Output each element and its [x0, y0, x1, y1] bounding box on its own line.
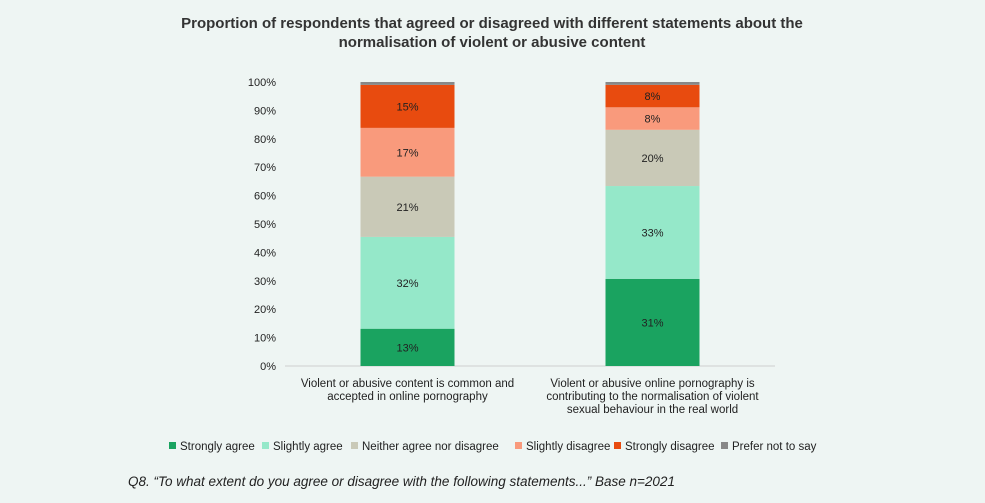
x-axis-categories: Violent or abusive content is common and…: [301, 378, 760, 416]
data-label: 13%: [396, 342, 418, 354]
bar-segment: [605, 107, 700, 130]
data-label: 21%: [396, 202, 418, 214]
x-category-label: contributing to the normalisation of vio…: [546, 391, 759, 403]
legend-label: Slightly disagree: [526, 441, 610, 453]
legend-label: Strongly disagree: [625, 441, 715, 453]
x-category-label: accepted in online pornography: [327, 391, 488, 403]
bar-segment: [360, 176, 455, 237]
legend-label: Strongly agree: [180, 441, 255, 453]
x-category-label: Violent or abusive online pornography is: [550, 378, 755, 390]
bar-segment: [360, 127, 455, 177]
bar-segment: [605, 84, 700, 108]
bar-segment: [605, 129, 700, 187]
data-label: 20%: [641, 153, 663, 165]
x-category-label: sexual behaviour in the real world: [567, 404, 738, 416]
chart-title-line: Proportion of respondents that agreed or…: [181, 15, 803, 32]
y-tick-label: 30%: [254, 276, 276, 288]
data-label: 33%: [641, 227, 663, 239]
bar-segment: [605, 82, 700, 85]
bar-segment: [360, 236, 455, 329]
legend-label: Prefer not to say: [732, 441, 817, 453]
legend-swatch: [515, 442, 522, 449]
legend-swatch: [351, 442, 358, 449]
y-tick-label: 90%: [254, 105, 276, 117]
bars: 13% 32% 21% 17% 15% 31% 33% 20% 8% 8%: [360, 82, 700, 366]
bar-segment: [360, 84, 455, 128]
y-tick-label: 40%: [254, 247, 276, 259]
data-label: 15%: [396, 101, 418, 113]
data-label: 8%: [645, 114, 661, 126]
bar-segment: [605, 186, 700, 279]
legend-swatch: [262, 442, 269, 449]
chart-title-line: normalisation of violent or abusive cont…: [339, 34, 646, 51]
legend-label: Slightly agree: [273, 441, 343, 453]
data-label: 8%: [645, 91, 661, 103]
legend-label: Neither agree nor disagree: [362, 441, 499, 453]
y-tick-label: 50%: [254, 219, 276, 231]
y-tick-label: 70%: [254, 162, 276, 174]
bar-segment: [360, 328, 455, 366]
y-tick-label: 0%: [260, 361, 276, 373]
data-label: 17%: [396, 147, 418, 159]
legend-swatch: [721, 442, 728, 449]
bar-segment: [605, 278, 700, 366]
chart-title: Proportion of respondents that agreed or…: [181, 15, 803, 51]
x-category-label: Violent or abusive content is common and: [301, 378, 514, 390]
data-label: 31%: [641, 317, 663, 329]
y-tick-label: 100%: [248, 77, 276, 89]
legend-swatch: [169, 442, 176, 449]
data-label: 32%: [396, 278, 418, 290]
y-tick-label: 60%: [254, 191, 276, 203]
y-axis: 0% 10% 20% 30% 40% 50% 60% 70% 80% 90% 100%: [248, 77, 775, 373]
y-tick-label: 80%: [254, 134, 276, 146]
y-tick-label: 10%: [254, 333, 276, 345]
footnote: Q8. “To what extent do you agree or disa…: [128, 474, 675, 489]
bar-segment: [360, 82, 455, 85]
legend-swatch: [614, 442, 621, 449]
y-tick-label: 20%: [254, 304, 276, 316]
legend: Strongly agree Slightly agree Neither agre…: [169, 441, 817, 453]
